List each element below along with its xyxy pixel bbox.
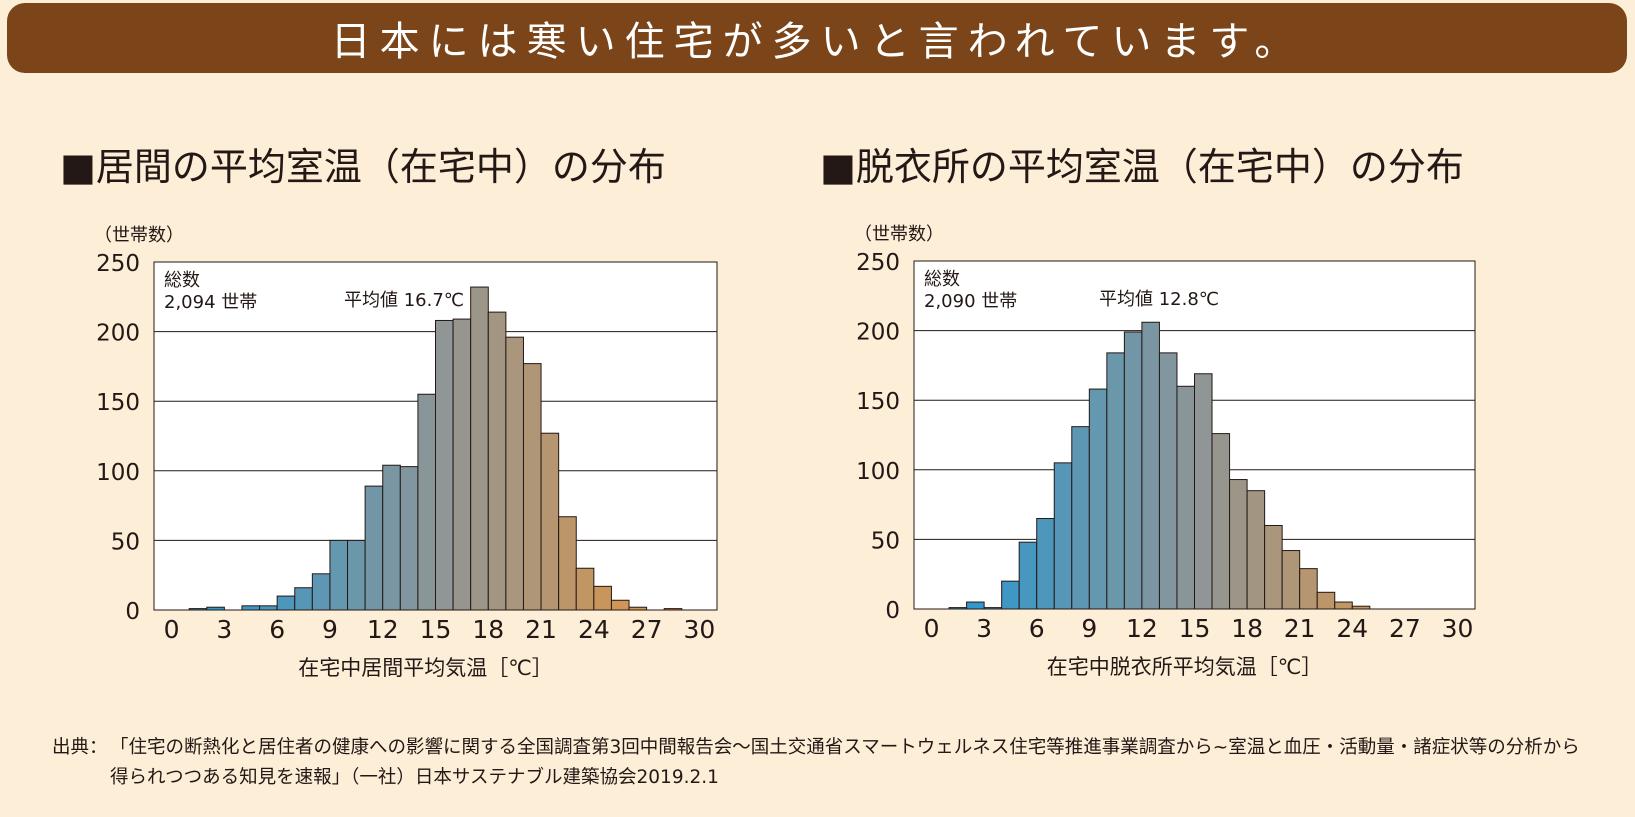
x-tick-label: 24 — [1336, 614, 1368, 643]
x-tick-label: 0 — [164, 615, 180, 644]
x-tick-label: 30 — [1442, 614, 1474, 643]
source-label: 出典： — [52, 737, 108, 758]
x-tick-label: 27 — [1389, 614, 1421, 643]
total-value: 2,090 世帯 — [924, 291, 1017, 312]
plot-frame — [153, 261, 718, 611]
histogram-bar — [1001, 580, 1020, 610]
y-tick-label: 50 — [871, 528, 900, 554]
x-tick-label: 6 — [1029, 614, 1045, 643]
histogram-bar — [1229, 479, 1248, 610]
histogram-bar — [276, 595, 296, 611]
histogram-bar — [294, 587, 313, 611]
x-tick-label: 12 — [1126, 614, 1158, 643]
y-tick-label: 0 — [885, 598, 900, 624]
x-tick-label: 9 — [1081, 614, 1097, 643]
histogram-bar — [1158, 352, 1178, 610]
y-tick-label: 150 — [96, 390, 140, 416]
histogram-bar — [1334, 601, 1353, 610]
y-tick-label: 100 — [96, 460, 140, 486]
histogram-bar — [558, 516, 577, 611]
y-axis-label: （世帯数） — [94, 225, 184, 246]
histogram-bar — [1299, 568, 1318, 610]
x-tick-label: 24 — [578, 615, 610, 644]
x-tick-label: 15 — [1179, 614, 1211, 643]
y-tick-label: 100 — [856, 459, 900, 485]
x-tick-label: 9 — [322, 615, 338, 644]
x-tick-label: 0 — [924, 614, 940, 643]
x-tick-label: 21 — [1284, 614, 1316, 643]
histogram-bar — [575, 567, 595, 611]
x-tick-label: 3 — [976, 614, 992, 643]
histogram-bar — [593, 585, 612, 611]
histogram-bar — [435, 319, 454, 611]
histogram-bar — [1141, 321, 1160, 610]
y-tick-label: 200 — [96, 321, 140, 347]
histogram-bar — [399, 466, 419, 611]
histogram-bar — [382, 464, 401, 611]
y-tick-label: 150 — [856, 389, 900, 415]
x-tick-label: 3 — [216, 615, 232, 644]
histogram-bar — [311, 573, 331, 611]
histogram-bar — [1246, 490, 1266, 610]
histogram-bar — [487, 311, 507, 611]
histogram-bar — [1194, 373, 1213, 610]
histogram-bar — [966, 601, 985, 610]
x-tick-label: 21 — [525, 615, 557, 644]
histogram-bar — [610, 599, 630, 611]
histogram-bar — [522, 363, 542, 611]
histogram-bar — [259, 605, 278, 611]
histogram-bar — [1264, 524, 1283, 610]
total-label: 総数 — [164, 270, 200, 291]
histogram-bar — [452, 318, 472, 611]
mean-annotation: 平均値 12.8℃ — [1099, 289, 1219, 310]
y-tick-label: 200 — [856, 320, 900, 346]
x-tick-label: 30 — [684, 615, 716, 644]
histogram-bar — [1036, 518, 1055, 610]
histogram-bar — [417, 393, 436, 611]
page-banner: 日本には寒い住宅が多いと言われています。 — [7, 3, 1627, 73]
histogram-bar — [347, 539, 366, 611]
histogram-bar — [241, 605, 261, 611]
living-room-histogram: 0 50 100 150 200 250 0 3 6 9 12 15 18 21 24 27 30 （世帯数） 在宅… — [94, 225, 718, 680]
histogram-bar — [1211, 433, 1231, 610]
y-tick-label: 250 — [856, 250, 900, 276]
total-value: 2,094 世帯 — [164, 292, 257, 313]
histogram-bar — [1281, 550, 1301, 610]
x-tick-label: 27 — [631, 615, 663, 644]
plot-frame — [913, 260, 1476, 610]
x-tick-label: 18 — [472, 615, 504, 644]
y-tick-label: 50 — [111, 529, 140, 555]
histogram-bar — [1106, 352, 1125, 610]
x-axis-label: 在宅中脱衣所平均気温［℃］ — [1047, 655, 1323, 679]
chart-title-living: ■居間の平均室温（在宅中）の分布 — [60, 145, 666, 189]
x-tick-label: 18 — [1231, 614, 1263, 643]
histogram-bar — [1123, 331, 1143, 610]
x-tick-label: 15 — [420, 615, 452, 644]
histogram-bar — [1053, 462, 1073, 610]
total-label: 総数 — [924, 269, 960, 290]
y-tick-label: 0 — [125, 599, 140, 625]
histogram-bar — [1316, 591, 1336, 610]
source-citation: 出典： 「住宅の断熱化と居住者の健康への影響に関する全国調査第3回中間報告会〜国… — [52, 733, 1592, 793]
histogram-bar — [1071, 426, 1090, 610]
mean-annotation: 平均値 16.7℃ — [344, 290, 464, 311]
source-text: 「住宅の断熱化と居住者の健康への影響に関する全国調査第3回中間報告会〜国土交通省… — [110, 737, 1580, 788]
histogram-bar — [470, 286, 489, 611]
chart-title-dressing: ■脱衣所の平均室温（在宅中）の分布 — [820, 145, 1464, 189]
x-axis-label: 在宅中居間平均気温［℃］ — [298, 656, 553, 680]
histogram-bar — [505, 336, 524, 611]
histogram-bar — [540, 432, 560, 611]
histogram-bar — [1176, 385, 1195, 610]
x-tick-label: 12 — [367, 615, 399, 644]
x-tick-label: 6 — [269, 615, 285, 644]
y-axis-label: （世帯数） — [854, 224, 944, 245]
dressing-room-histogram: 0 50 100 150 200 250 0 3 6 9 12 15 18 21 24 27 30 （世帯数） 在宅… — [854, 224, 1476, 679]
histogram-bar — [329, 539, 349, 611]
y-tick-label: 250 — [96, 251, 140, 277]
histogram-bar — [364, 485, 384, 611]
histogram-bar — [1088, 388, 1108, 610]
histogram-bar — [1018, 541, 1038, 610]
banner-title: 日本には寒い住宅が多いと言われています。 — [330, 19, 1304, 65]
